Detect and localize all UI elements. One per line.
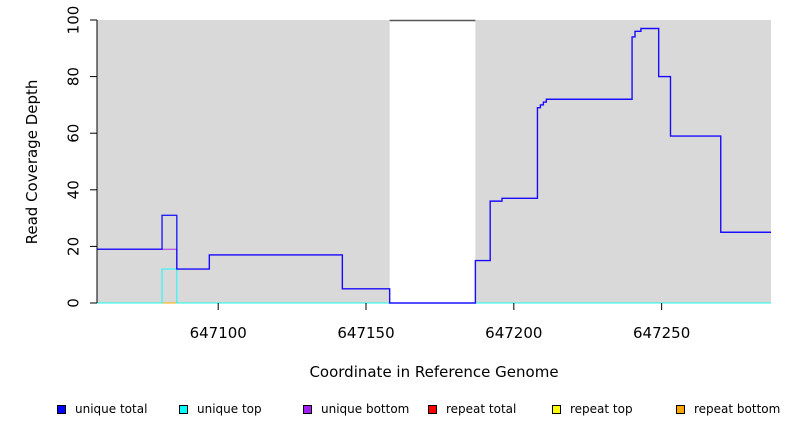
plot-background [97, 19, 771, 303]
x-tick-label: 647200 [485, 324, 542, 342]
legend-item-unique-top: unique top [179, 402, 262, 416]
y-axis-title: Read Coverage Depth [23, 80, 41, 245]
gap-region [389, 20, 476, 303]
legend-item-unique-bottom: unique bottom [303, 402, 409, 416]
legend-item-repeat-total: repeat total [428, 402, 516, 416]
coverage-chart: 0 20 40 60 80 100 647100 647150 647200 647250 Coo… [23, 5, 771, 381]
legend-label: repeat bottom [694, 402, 781, 416]
x-tick-label: 647150 [337, 324, 394, 342]
legend-swatch [179, 404, 188, 414]
legend-label: unique top [197, 402, 262, 416]
legend-swatch [303, 404, 312, 414]
legend-item-unique-total: unique total [57, 402, 147, 416]
series-line-unique-total [97, 27, 771, 304]
legend-label: unique bottom [321, 402, 410, 416]
legend-swatch [57, 404, 66, 414]
legend-label: repeat total [446, 402, 517, 416]
legend-swatch [676, 404, 685, 414]
series-line-unique-top [97, 268, 771, 304]
y-tick-label: 20 [64, 237, 82, 256]
x-axis-title: Coordinate in Reference Genome [309, 363, 558, 381]
legend-label: unique total [75, 402, 148, 416]
legend-item-repeat-top: repeat top [552, 402, 633, 416]
legend-item-repeat-bottom: repeat bottom [676, 402, 780, 416]
series-layer [97, 27, 771, 304]
legend-swatch [428, 404, 437, 414]
y-tick-label: 60 [64, 124, 82, 143]
y-tick-label: 80 [64, 67, 82, 86]
y-tick-label: 0 [64, 298, 82, 308]
x-tick-label: 647100 [190, 324, 247, 342]
legend-label: repeat top [570, 402, 633, 416]
axes-layer: 0 20 40 60 80 100 647100 647150 647200 647250 [64, 6, 690, 342]
legend: unique total unique top unique bottom re… [0, 400, 792, 420]
legend-swatch [552, 404, 561, 414]
y-tick-label: 40 [64, 180, 82, 199]
y-tick-label: 100 [64, 6, 82, 35]
x-tick-label: 647250 [633, 324, 690, 342]
